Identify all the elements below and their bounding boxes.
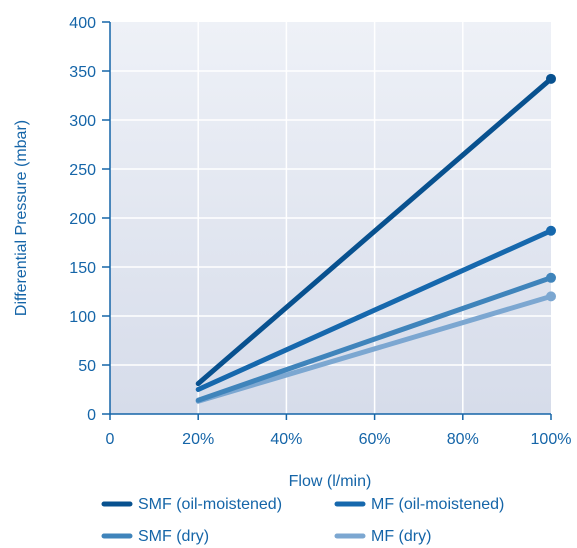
y-tick-label: 350 <box>69 64 96 81</box>
x-tick-label: 20% <box>182 431 214 448</box>
legend-label: SMF (dry) <box>138 528 209 545</box>
series-line <box>195 275 554 403</box>
y-tick-label: 150 <box>69 260 96 277</box>
x-tick-label: 40% <box>270 431 302 448</box>
y-tick-label: 400 <box>69 15 96 32</box>
legend-label: MF (dry) <box>371 528 431 545</box>
series-line <box>195 76 554 387</box>
legend: SMF (oil-moistened) MF (oil-moistened) SMF… <box>101 496 504 545</box>
legend-label: MF (oil-moistened) <box>371 496 504 513</box>
data-point <box>546 272 556 283</box>
x-tick-label: 0 <box>106 431 115 448</box>
grid-lines <box>110 22 551 414</box>
series-line <box>195 228 554 392</box>
y-tick-label: 300 <box>69 113 96 130</box>
y-axis-title: Differential Pressure (mbar) <box>13 120 30 316</box>
series-lines <box>195 73 556 404</box>
tick-labels: 0 20% 40% 60% 80% 100% 0 50 100 150 200 250 300 350 40… <box>69 15 571 448</box>
series-line <box>195 293 554 404</box>
x-tick-label: 80% <box>447 431 479 448</box>
legend-label: SMF (oil-moistened) <box>138 496 282 513</box>
x-tick-label: 100% <box>531 431 572 448</box>
y-tick-label: 50 <box>78 358 96 375</box>
axes <box>102 21 552 420</box>
x-axis-title: Flow (l/min) <box>289 473 372 490</box>
y-tick-label: 0 <box>87 407 96 424</box>
data-point <box>546 291 556 302</box>
y-tick-label: 200 <box>69 211 96 228</box>
data-point <box>546 225 556 236</box>
y-tick-label: 250 <box>69 162 96 179</box>
data-point <box>546 73 556 84</box>
y-tick-label: 100 <box>69 309 96 326</box>
x-tick-label: 60% <box>359 431 391 448</box>
